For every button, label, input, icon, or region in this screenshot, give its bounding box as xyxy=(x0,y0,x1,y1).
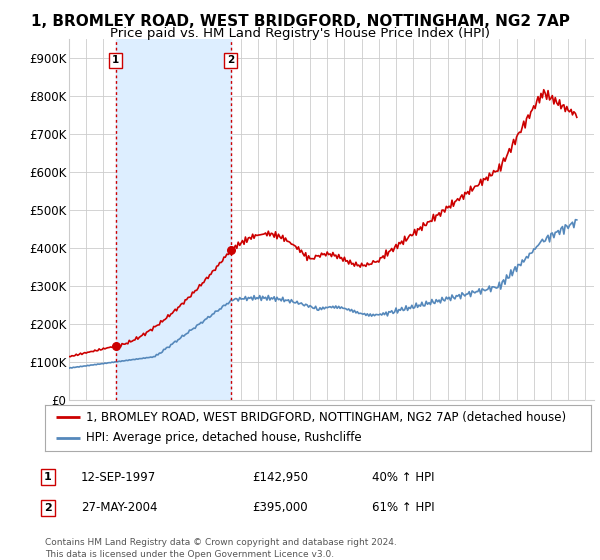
Text: 2: 2 xyxy=(227,55,234,66)
Text: £395,000: £395,000 xyxy=(252,501,308,515)
Text: 61% ↑ HPI: 61% ↑ HPI xyxy=(372,501,434,515)
Text: Price paid vs. HM Land Registry's House Price Index (HPI): Price paid vs. HM Land Registry's House … xyxy=(110,27,490,40)
Text: 27-MAY-2004: 27-MAY-2004 xyxy=(81,501,157,515)
Text: 2: 2 xyxy=(44,503,52,513)
Text: 12-SEP-1997: 12-SEP-1997 xyxy=(81,470,156,484)
Text: 1, BROMLEY ROAD, WEST BRIDGFORD, NOTTINGHAM, NG2 7AP: 1, BROMLEY ROAD, WEST BRIDGFORD, NOTTING… xyxy=(31,14,569,29)
Text: 40% ↑ HPI: 40% ↑ HPI xyxy=(372,470,434,484)
Point xyxy=(226,246,235,255)
Text: 1: 1 xyxy=(112,55,119,66)
Text: 1, BROMLEY ROAD, WEST BRIDGFORD, NOTTINGHAM, NG2 7AP (detached house): 1, BROMLEY ROAD, WEST BRIDGFORD, NOTTING… xyxy=(86,411,566,424)
Point xyxy=(111,342,121,351)
Bar xyxy=(116,39,230,400)
Text: £142,950: £142,950 xyxy=(252,470,308,484)
Text: 1: 1 xyxy=(44,472,52,482)
Text: Contains HM Land Registry data © Crown copyright and database right 2024.
This d: Contains HM Land Registry data © Crown c… xyxy=(45,538,397,559)
Text: HPI: Average price, detached house, Rushcliffe: HPI: Average price, detached house, Rush… xyxy=(86,431,362,445)
